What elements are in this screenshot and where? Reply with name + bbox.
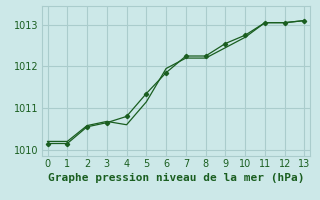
X-axis label: Graphe pression niveau de la mer (hPa): Graphe pression niveau de la mer (hPa) — [48, 173, 304, 183]
